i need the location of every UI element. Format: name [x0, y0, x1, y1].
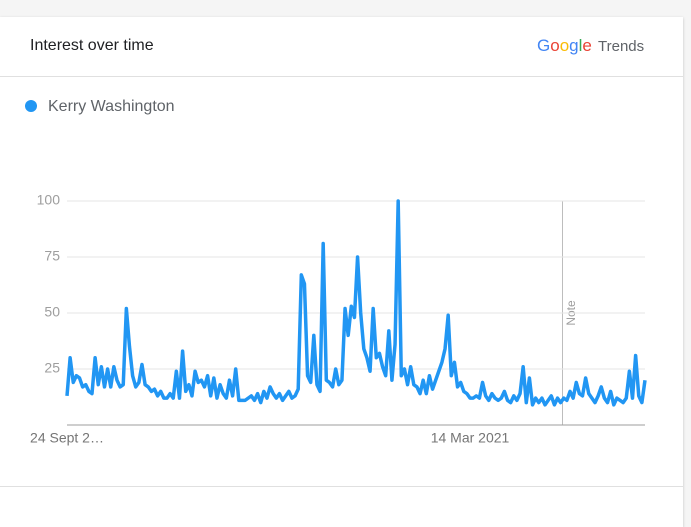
trend-line [65, 199, 647, 407]
card [0, 17, 683, 527]
y-tick-label: 100 [37, 192, 61, 208]
y-tick-label: 25 [44, 360, 60, 376]
y-tick-label: 50 [44, 304, 60, 320]
x-tick-label: 14 Mar 2021 [431, 430, 510, 446]
logo: Google [537, 36, 592, 55]
legend-label: Kerry Washington [48, 98, 175, 115]
logo-suffix: Trends [598, 38, 644, 55]
y-tick-label: 75 [44, 248, 60, 264]
legend-marker [25, 100, 37, 112]
x-tick-label: 24 Sept 2… [30, 430, 104, 446]
card-title: Interest over time [30, 37, 154, 54]
